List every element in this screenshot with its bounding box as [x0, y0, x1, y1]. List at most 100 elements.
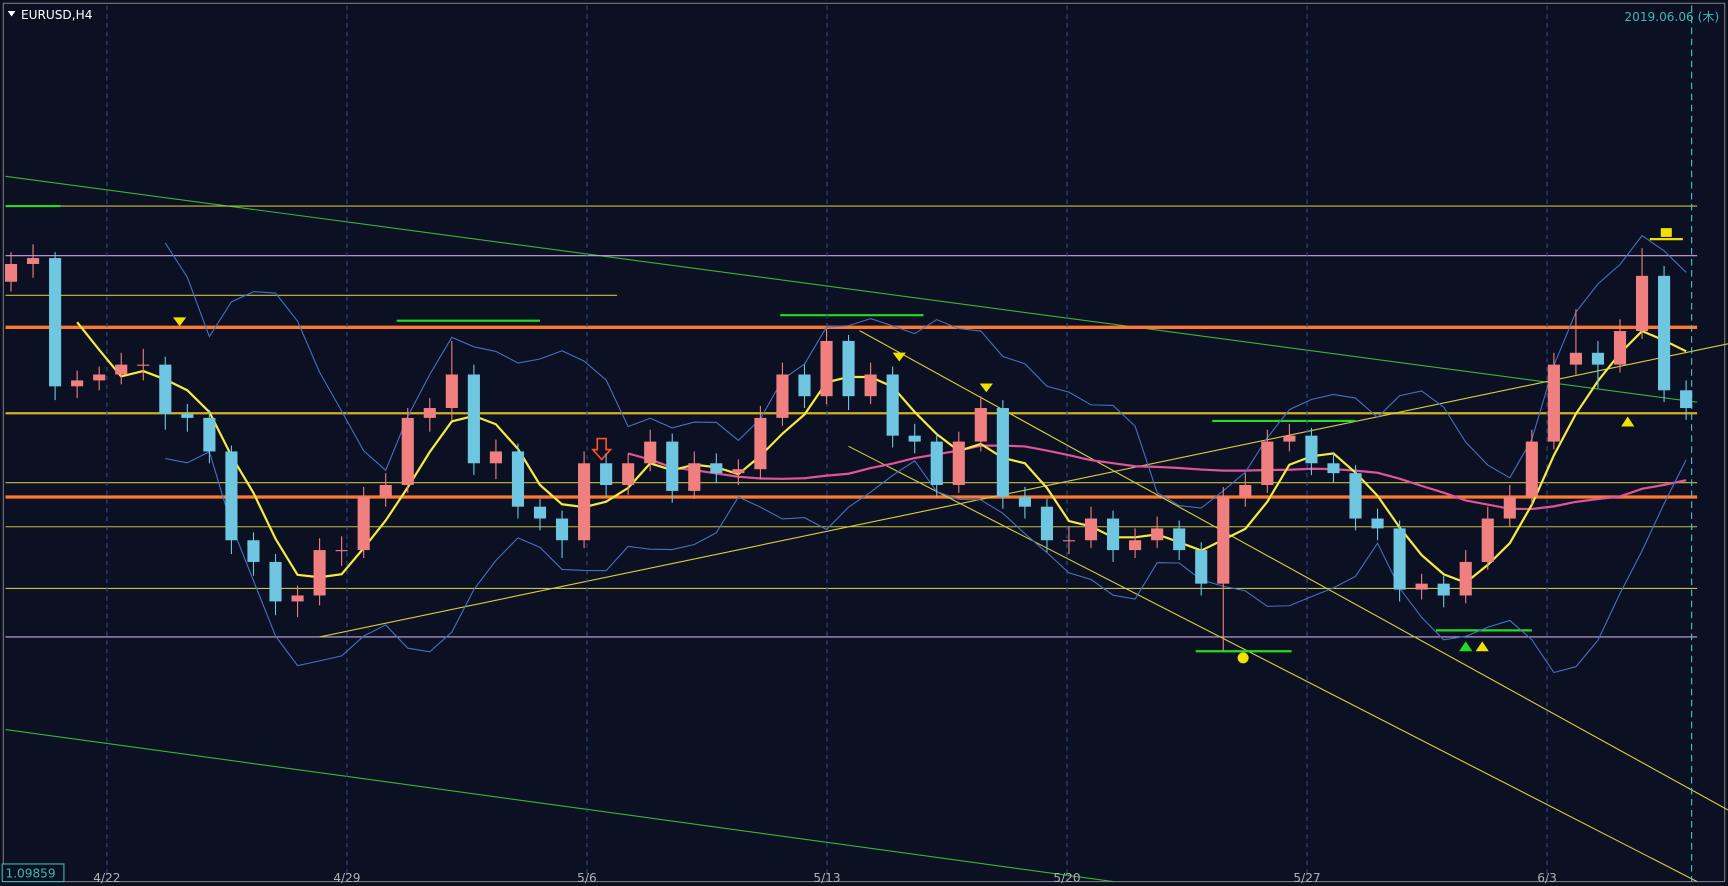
candle-body [1129, 540, 1142, 551]
candle-body [776, 374, 789, 418]
candle-body [820, 340, 833, 397]
candle-body [1261, 441, 1274, 485]
candle-body [1635, 275, 1649, 332]
candle-body [754, 417, 767, 470]
candle-body [379, 484, 392, 497]
candle-body [445, 374, 458, 409]
candle-body [533, 506, 547, 519]
candle-body [291, 595, 304, 602]
candle-body [1371, 518, 1384, 529]
candle-body [1459, 561, 1472, 596]
candle-body [357, 496, 370, 551]
candle-body [159, 364, 172, 414]
candle-body [578, 463, 591, 541]
x-tick-label: 4/22 [93, 871, 120, 885]
candle-body [1569, 352, 1582, 365]
candle-body [930, 441, 943, 485]
candle-body [71, 380, 84, 387]
candle-body [1151, 528, 1164, 541]
signal-down [979, 383, 993, 393]
candle-body [1613, 331, 1627, 365]
trend-line [319, 343, 1728, 638]
candle-body [203, 417, 216, 452]
candle-body [1680, 390, 1693, 409]
candle-body [622, 463, 635, 485]
price-label: 1.09859 [6, 866, 56, 880]
datetime-label: 2019.06.06 (木) [1624, 10, 1719, 24]
candle-body [27, 258, 40, 264]
short-ma [76, 321, 1687, 584]
trend-line [5, 728, 1114, 883]
x-tick-label: 5/13 [813, 871, 840, 885]
candle-body [1591, 352, 1605, 365]
candle-body [974, 408, 987, 442]
candle-body [908, 435, 921, 442]
candle-body [600, 463, 613, 485]
candles [4, 244, 1693, 651]
candle-body [1415, 583, 1428, 590]
trend-line [848, 445, 1698, 883]
x-tick-label: 4/29 [333, 871, 360, 885]
candle-body [1173, 528, 1186, 551]
candle-body [93, 374, 106, 381]
candle-body [225, 451, 238, 541]
signal-up [1621, 416, 1635, 427]
candle-body [137, 364, 150, 366]
x-tick-label: 5/27 [1293, 871, 1320, 885]
candle-body [181, 413, 194, 418]
drawings [5, 5, 1728, 883]
signal-up [1475, 641, 1489, 652]
candle-body [269, 561, 282, 602]
signal-square [1660, 228, 1672, 237]
candle-body [886, 374, 899, 436]
candle-body [1195, 550, 1208, 584]
candle-body [335, 550, 348, 552]
candle-body [1217, 496, 1230, 584]
candle-body [4, 263, 18, 282]
candle-body [1393, 528, 1406, 590]
candle-body [49, 258, 62, 387]
candle-body [644, 441, 657, 464]
candle-body [1503, 496, 1516, 519]
candle-body [842, 340, 855, 397]
candle-body [1040, 506, 1053, 541]
candle-body [1305, 435, 1318, 464]
candle-body [710, 463, 723, 474]
candle-body [1658, 275, 1671, 391]
candle-body [1018, 496, 1031, 507]
candle-body [864, 374, 877, 397]
x-tick-label: 5/20 [1053, 871, 1080, 885]
candle-body [666, 441, 679, 491]
candle-body [423, 408, 436, 418]
symbol-label: EURUSD,H4 [21, 8, 93, 22]
bollinger-lower [165, 450, 1687, 674]
candle-body [467, 374, 480, 464]
x-tick-label: 6/3 [1537, 871, 1557, 885]
candle-body [115, 364, 128, 375]
candle-body [688, 463, 701, 491]
signal-down [892, 352, 906, 362]
candle-body [798, 374, 811, 397]
candle-body [1547, 364, 1560, 442]
menu-triangle [7, 11, 16, 17]
candle-body [952, 441, 965, 485]
bollinger-upper [164, 234, 1687, 509]
candle-body [1327, 463, 1340, 474]
signal-dot [1237, 652, 1249, 664]
candle-body [1283, 435, 1296, 442]
signal-down [173, 317, 187, 327]
x-tick-label: 5/6 [577, 871, 597, 885]
candle-body [511, 451, 525, 507]
candle-body [996, 408, 1009, 497]
candle-body [313, 550, 326, 596]
candle-body [489, 451, 502, 464]
price-box [1, 863, 65, 883]
signal-up [1459, 641, 1473, 652]
candle-body [1437, 583, 1450, 596]
candle-body [1062, 540, 1076, 542]
candle-body [1084, 518, 1098, 541]
